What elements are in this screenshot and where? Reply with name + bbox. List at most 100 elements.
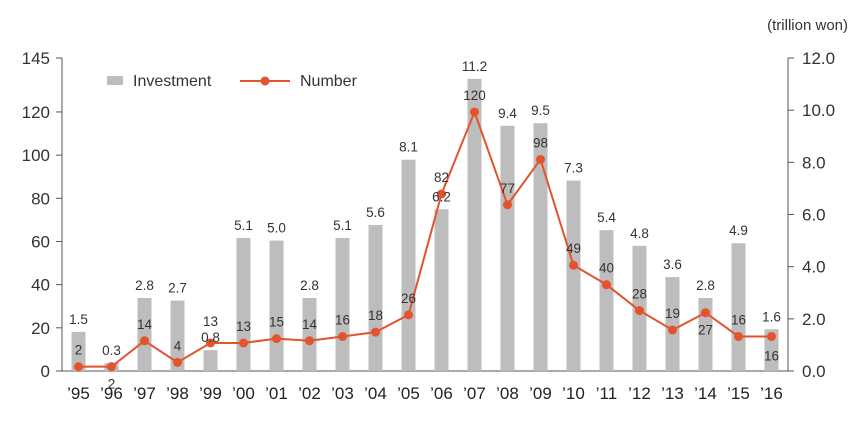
x-axis-tick-label: ’02: [298, 384, 321, 403]
legend-label-number: Number: [300, 73, 358, 90]
left-axis-tick-label: 120: [22, 103, 50, 122]
number-line-series: [74, 107, 776, 372]
right-axis-tick-label: 12.0: [802, 49, 835, 68]
investment-bar: [434, 209, 449, 371]
number-value-label: 98: [533, 135, 548, 150]
number-value-label: 16: [335, 312, 350, 327]
number-value-label: 82: [434, 170, 449, 185]
investment-value-label: 5.4: [597, 210, 616, 225]
investment-value-label: 6.2: [432, 189, 451, 204]
x-axis-tick-label: ’06: [430, 384, 453, 403]
x-axis-tick-label: ’97: [133, 384, 156, 403]
investment-value-label: 7.3: [564, 161, 583, 176]
right-axis-tick-label: 4.0: [802, 258, 826, 277]
x-axis-tick-label: ’07: [463, 384, 486, 403]
right-axis-tick-label: 10.0: [802, 101, 835, 120]
number-point: [536, 154, 545, 164]
number-point: [107, 362, 116, 372]
number-value-label: 120: [463, 88, 486, 103]
number-point: [635, 306, 644, 316]
investment-value-label: 9.4: [498, 106, 517, 121]
left-axis-tick-label: 40: [31, 276, 50, 295]
investment-value-label: 8.1: [399, 140, 418, 155]
number-point: [140, 336, 149, 346]
left-axis-tick-label: 145: [22, 49, 50, 68]
number-point: [701, 308, 710, 318]
investment-bar: [467, 78, 482, 371]
number-point: [404, 310, 413, 320]
number-point: [173, 357, 182, 367]
number-value-label: 40: [599, 261, 614, 276]
number-point: [437, 189, 446, 199]
number-value-label: 15: [269, 315, 284, 330]
x-axis-tick-label: ’16: [760, 384, 783, 403]
investment-bar: [335, 237, 350, 371]
x-axis-tick-label: ’99: [199, 384, 222, 403]
number-point: [569, 260, 578, 270]
number-value-label: 2: [108, 377, 116, 392]
x-axis-tick-label: ’12: [628, 384, 651, 403]
legend-label-investment: Investment: [133, 73, 212, 90]
x-axis-tick-label: ’04: [364, 384, 387, 403]
number-value-label: 16: [764, 348, 779, 363]
number-point: [239, 338, 248, 348]
investment-value-label: 2.8: [696, 278, 715, 293]
number-point: [74, 362, 83, 372]
investment-bar: [71, 331, 86, 371]
x-axis-tick-label: ’14: [694, 384, 717, 403]
number-value-label: 13: [203, 314, 218, 329]
number-line: [78, 110, 772, 368]
number-value-label: 14: [302, 317, 318, 332]
data-labels: 1.5 0.3 2.8 2.7 0.8 5.1 5.0 2.8 5.1 5.6 8.1 6.2 11.2…: [69, 59, 781, 392]
left-axis-tick-label: 0: [41, 362, 50, 381]
number-value-label: 19: [665, 306, 680, 321]
legend: Investment Number: [107, 73, 358, 90]
investment-bar: [137, 297, 152, 371]
right-axis-tick-label: 2.0: [802, 310, 826, 329]
legend-marker-number: [260, 76, 270, 86]
number-point: [371, 327, 380, 337]
investment-value-label: 5.0: [267, 221, 286, 236]
right-axis-unit: (trillion won): [767, 17, 848, 34]
investment-bar: [731, 243, 746, 371]
x-axis-tick-label: ’11: [596, 384, 617, 403]
number-point: [767, 331, 776, 341]
number-point: [206, 338, 215, 348]
number-point: [734, 331, 743, 341]
investment-bar: [203, 350, 218, 371]
number-value-label: 14: [137, 317, 153, 332]
left-axis-tick-label: 100: [22, 146, 50, 165]
number-value-label: 2: [75, 343, 83, 358]
left-axis-tick-label: 60: [31, 232, 50, 251]
x-axis-tick-label: ’95: [67, 384, 90, 403]
number-value-label: 4: [174, 338, 182, 353]
investment-value-label: 4.9: [729, 223, 748, 238]
number-point: [338, 331, 347, 341]
number-value-label: 13: [236, 319, 251, 334]
number-value-label: 27: [698, 323, 713, 338]
x-axis-tick-label: ’09: [529, 384, 552, 403]
x-axis-tick-label: ’13: [661, 384, 684, 403]
number-point: [470, 107, 479, 117]
investment-value-label: 0.3: [102, 343, 121, 358]
number-point: [272, 334, 281, 344]
number-point: [305, 336, 314, 346]
investment-bar: [170, 300, 185, 371]
number-value-label: 26: [401, 291, 416, 306]
number-value-label: 28: [632, 287, 647, 302]
investment-bar: [269, 240, 284, 371]
investment-value-label: 9.5: [531, 103, 550, 118]
x-axis-tick-label: ’15: [727, 384, 750, 403]
x-axis-tick-label: ’03: [331, 384, 354, 403]
number-point: [668, 325, 677, 335]
number-point: [503, 200, 512, 210]
investment-value-label: 5.1: [234, 218, 253, 233]
right-axis-tick-label: 6.0: [802, 206, 826, 225]
investment-bar: [764, 329, 779, 371]
number-value-label: 16: [731, 312, 746, 327]
investment-bar: [566, 180, 581, 371]
legend-swatch-investment: [107, 76, 123, 85]
investment-value-label: 0.8: [201, 330, 220, 345]
left-axis-tick-label: 80: [31, 189, 50, 208]
